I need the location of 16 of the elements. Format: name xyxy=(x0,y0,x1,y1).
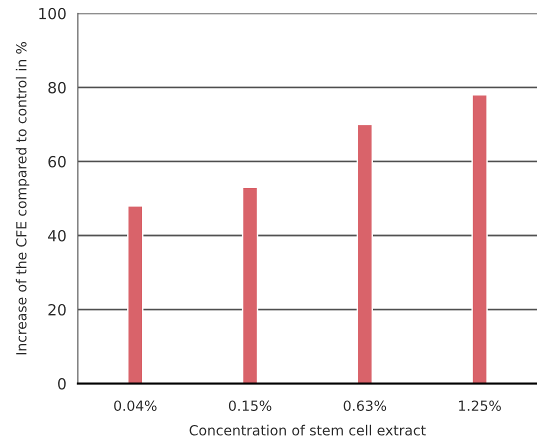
x-tick-label: 1.25% xyxy=(459,400,501,411)
x-tick-label: 0.04% xyxy=(114,400,157,411)
x-axis-title: Concentration of stem cell extract xyxy=(190,424,426,436)
x-tick-label: 0.63% xyxy=(344,400,386,411)
y-axis-title: Increase of the CFE compared to control in % xyxy=(16,42,30,354)
bar xyxy=(127,205,144,384)
y-tick-label: 20 xyxy=(48,304,66,316)
bar xyxy=(242,186,258,384)
y-tick-label: 0 xyxy=(58,378,66,390)
y-tick-label: 100 xyxy=(39,8,66,20)
y-tick-label: 40 xyxy=(48,230,66,242)
x-tick-label: 0.15% xyxy=(228,400,272,411)
bar xyxy=(356,124,373,384)
y-tick-label: 60 xyxy=(48,156,66,168)
y-tick-label: 80 xyxy=(48,82,66,94)
bar xyxy=(471,94,488,384)
